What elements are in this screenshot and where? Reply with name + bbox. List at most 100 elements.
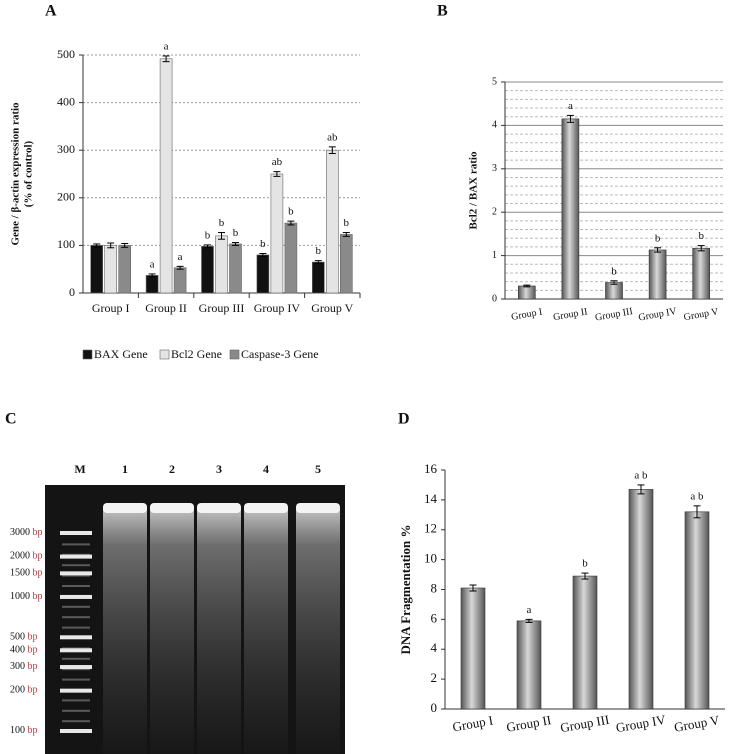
ladder-value: 400 (10, 645, 25, 656)
ladder-band (60, 531, 92, 535)
ladder-band (60, 665, 92, 670)
error-bar (581, 572, 589, 580)
x-tick-label: Group III (594, 306, 633, 323)
error-bar (148, 273, 156, 278)
ladder-faint (62, 668, 90, 671)
significance-label: ab (327, 131, 338, 143)
lane-smear (244, 508, 288, 754)
legend-label: Caspase-3 Gene (241, 347, 319, 361)
y-tick-label: 5 (492, 76, 497, 87)
x-tick-label: Group I (451, 713, 494, 735)
ladder-value: 2000 (10, 551, 30, 562)
significance-label: b (205, 229, 211, 241)
lane-band (103, 503, 147, 513)
bar (90, 245, 103, 294)
lane-label: 5 (315, 462, 321, 476)
y-tick-label: 0 (69, 285, 75, 299)
lane-band (150, 503, 194, 513)
bar (201, 246, 214, 294)
error-bar (314, 260, 322, 264)
ladder-unit: bp (28, 632, 38, 643)
ladder-label: 3000 bp (10, 527, 43, 538)
significance-label: ab (272, 156, 283, 168)
significance-label: a (178, 251, 183, 263)
legend-label: Bcl2 Gene (171, 347, 222, 361)
x-tick-label: Group IV (615, 712, 668, 736)
lane-smear (197, 508, 241, 754)
ladder-faint (62, 605, 90, 608)
error-bar (654, 247, 662, 253)
error-bar (328, 146, 336, 155)
error-bar (287, 220, 295, 226)
x-tick-label: Group II (145, 301, 187, 315)
error-bar (566, 114, 574, 123)
error-bar (204, 244, 211, 249)
legend-swatch (159, 349, 170, 360)
lane-label: 1 (122, 462, 128, 476)
ladder-faint (62, 543, 90, 546)
lane-label: M (74, 462, 85, 476)
bar (605, 282, 623, 300)
bar (215, 235, 228, 294)
significance-label: b (219, 217, 225, 229)
bar (460, 587, 486, 710)
y-tick-label: 2 (492, 206, 497, 217)
bar (628, 489, 654, 710)
ladder-faint (62, 585, 90, 587)
bar (516, 620, 542, 710)
panel-label: D (398, 411, 410, 428)
significance-label: b (288, 206, 294, 218)
y-tick-label: 0 (431, 700, 438, 715)
bar (229, 243, 242, 294)
bar (561, 118, 580, 300)
ladder-unit: bp (28, 645, 38, 656)
ladder-band (60, 648, 92, 653)
ladder-band (60, 594, 92, 599)
ladder-value: 1000 (10, 591, 30, 602)
bar (159, 58, 173, 294)
error-bar (218, 232, 225, 240)
significance-label: b (655, 232, 661, 244)
y-tick-label: 400 (57, 94, 75, 108)
ladder-band (60, 635, 92, 640)
error-bar (93, 243, 101, 248)
ladder-faint (62, 678, 90, 681)
legend-label: BAX Gene (94, 347, 148, 361)
ladder-label: 1000 bp (10, 591, 43, 602)
ladder-value: 300 (10, 661, 25, 672)
y-tick-label: 4 (431, 640, 438, 655)
error-bar (121, 242, 129, 248)
x-tick-label: Group II (552, 306, 588, 323)
y-tick-label: 6 (431, 610, 438, 625)
y-tick-label: 8 (431, 580, 438, 595)
significance-label: a (527, 604, 532, 616)
significance-label: a b (634, 469, 648, 481)
error-bar (162, 55, 170, 63)
significance-label: a b (690, 490, 704, 502)
lane-band (197, 503, 241, 513)
ladder-faint (62, 626, 90, 629)
ladder-unit: bp (33, 568, 43, 579)
bar (692, 247, 711, 300)
bar (270, 173, 284, 294)
bar (284, 222, 298, 294)
error-bar (232, 242, 239, 246)
error-bar (525, 618, 533, 623)
significance-label: b (698, 230, 704, 242)
bar (311, 261, 325, 294)
lane-smear (296, 508, 340, 754)
error-bar (469, 584, 477, 592)
error-bar (610, 280, 618, 285)
lane-smear (150, 508, 194, 754)
ladder-label: 300 bp (10, 661, 38, 672)
x-tick-label: Group IV (254, 301, 301, 315)
significance-label: b (344, 217, 350, 229)
error-bar (273, 171, 281, 177)
y-tick-label: 10 (424, 551, 437, 566)
legend-swatch (229, 349, 240, 360)
ladder-label: 2000 bp (10, 551, 43, 562)
ladder-value: 1500 (10, 568, 30, 579)
ladder-value: 500 (10, 632, 25, 643)
bar (684, 511, 710, 710)
y-tick-label: 300 (57, 142, 75, 156)
